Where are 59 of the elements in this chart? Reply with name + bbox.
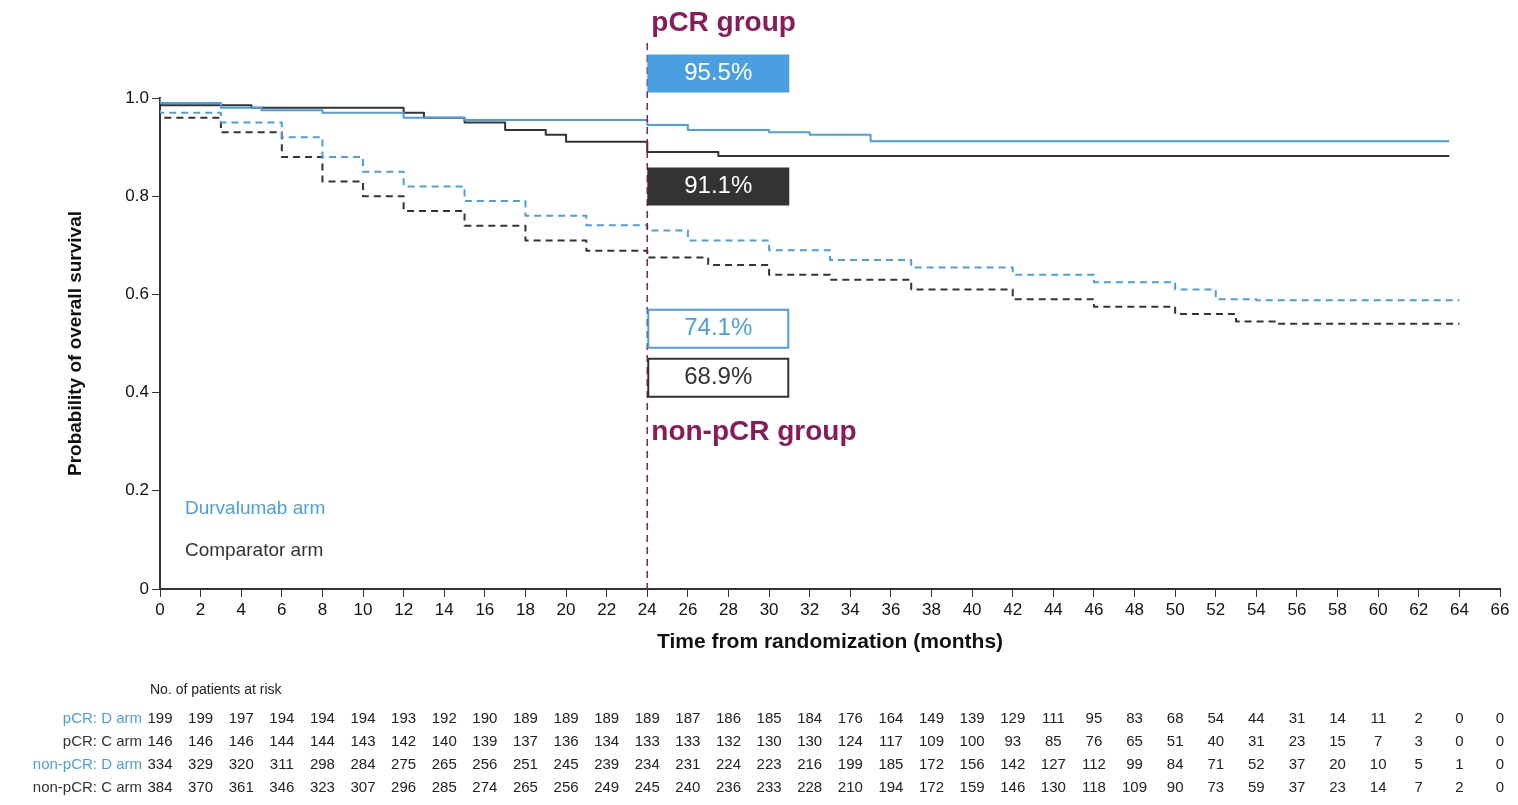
x-tick-label: 36 [881, 599, 901, 619]
x-tick-label: 48 [1125, 599, 1145, 619]
x-tick-label: 52 [1206, 599, 1226, 619]
text: 199 199 197 194 194 194 193 192 190 189 189 189 189 187 186 185 184 176 164 149 139 129 111 95 83 68 54 44 31 14 11 2 0 0 [147, 709, 1505, 727]
x-tick-label: 14 [434, 599, 454, 619]
x-tick-label: 64 [1449, 599, 1469, 619]
x-tick-label: 42 [1003, 599, 1023, 619]
y-tick-label: 0.4 [125, 382, 149, 402]
x-tick-label: 44 [1043, 599, 1063, 619]
text: pCR: D arm [62, 709, 142, 727]
y-tick-label: 0 [139, 578, 149, 598]
x-tick-label: 38 [922, 599, 941, 619]
x-tick-label: 40 [962, 599, 982, 619]
x-tick-label: 2 [195, 599, 206, 619]
text: pCR: C arm [62, 732, 142, 750]
annotation: 68.9% [684, 362, 753, 390]
text: non-pCR: D arm [32, 755, 142, 773]
text: Comparator arm [185, 539, 324, 561]
x-tick-label: 4 [236, 599, 246, 619]
x-tick-label: 60 [1368, 599, 1388, 619]
y-tick-label: 0.8 [125, 185, 149, 205]
x-tick-label: 10 [353, 599, 373, 619]
text: 146 146 146 144 144 143 142 140 139 137 136 134 133 133 132 130 130 124 117 109 100 93 85 76 65 51 40 31 23 15 7 3 0 0 [147, 732, 1505, 750]
x-tick-label: 0 [155, 599, 165, 619]
x-tick-label: 24 [637, 599, 657, 619]
x-tick-label: 54 [1246, 599, 1266, 619]
text: 384 370 361 346 323 307 296 285 274 265 256 249 245 240 236 233 228 210 194 172 159 146 130 118 109 90 73 59 37 23 14 7 2 0 [147, 778, 1505, 796]
text: Durvalumab arm [185, 497, 326, 519]
annotation: 91.1% [684, 171, 753, 199]
text: pCR group [651, 5, 796, 37]
y-tick-label: 0.2 [125, 480, 149, 500]
x-tick-label: 28 [719, 599, 738, 619]
text: 334 329 320 311 298 284 275 265 256 251 245 239 234 231 224 223 216 199 185 172 156 142 127 112 99 84 71 52 37 20 10 5 1 0 [147, 755, 1505, 773]
x-tick-label: 6 [277, 599, 287, 619]
text: No. of patients at risk [150, 680, 283, 697]
x-tick-label: 46 [1084, 599, 1104, 619]
x-tick-label: 8 [317, 599, 328, 619]
x-tick-label: 30 [759, 599, 779, 619]
x-tick-label: 32 [800, 599, 820, 619]
x-tick-label: 18 [515, 599, 535, 619]
x-tick-label: 66 [1490, 599, 1510, 619]
annotation: 74.1% [684, 313, 753, 341]
x-tick-label: 26 [678, 599, 698, 619]
annotation: non-pCR group [651, 414, 857, 446]
x-tick-label: 50 [1165, 599, 1185, 619]
text: 95.5% [684, 58, 753, 86]
y-axis-title: Probability of overall survival [63, 210, 85, 477]
x-tick-label: 62 [1409, 599, 1429, 619]
x-tick-label: 12 [394, 599, 414, 619]
x-tick-label: 22 [597, 599, 617, 619]
x-tick-label: 34 [840, 599, 860, 619]
x-tick-label: 16 [475, 599, 495, 619]
text: non-pCR: C arm [32, 778, 142, 796]
x-tick-label: 58 [1328, 599, 1348, 619]
x-axis-title: Time from randomization (months) [656, 629, 1004, 653]
x-tick-label: 56 [1287, 599, 1307, 619]
y-tick-label: 0.6 [125, 284, 149, 304]
x-tick-label: 20 [556, 599, 576, 619]
y-tick-label: 1.0 [125, 87, 149, 107]
